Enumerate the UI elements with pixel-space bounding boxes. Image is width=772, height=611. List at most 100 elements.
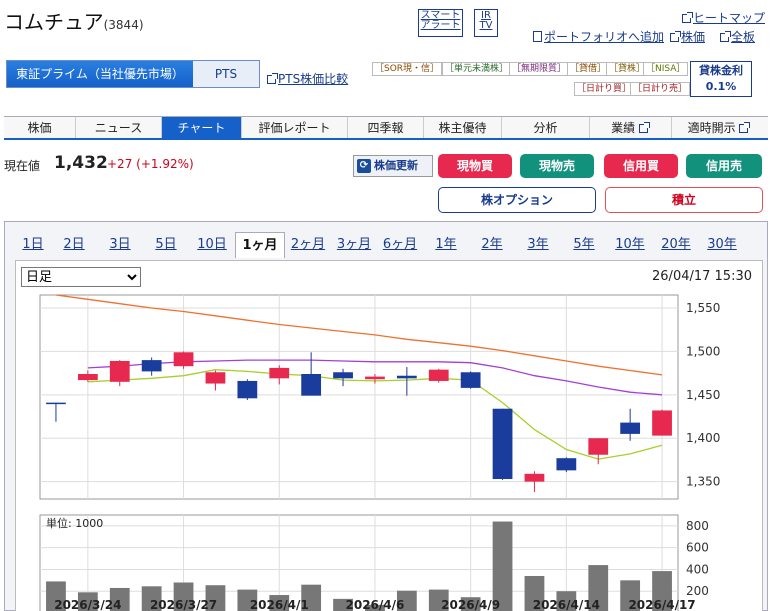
refresh-icon: ⟳ [357,159,371,173]
price-label: 現在値 [4,159,41,173]
volume-bar-7 [269,595,290,611]
tsumitate-button[interactable]: 積立 [605,187,763,213]
candle-body-16 [556,458,577,471]
sell-margin-button[interactable]: 信用売 [686,154,762,178]
zenban-link[interactable]: 全板 [720,28,755,45]
volume-bar-17 [588,565,609,611]
volume-bar-10 [365,604,385,611]
tab-bunseki[interactable]: 分析 [502,117,590,138]
volume-bar-5 [205,585,226,611]
candle-body-12 [428,369,449,381]
stock-code: (3844) [103,18,144,32]
external-window-icon [739,122,751,133]
interval-select[interactable]: 日足週足月足 [21,267,141,287]
x-tick-label-2: 2026/4/1 [250,598,309,611]
period-tab-7[interactable]: 3ヶ月 [336,237,372,252]
tab-shikiho[interactable]: 四季報 [348,117,424,138]
candle-body-19 [652,410,672,436]
chart-panel: 1日 2日 3日 5日 10日 1ヶ月 2ヶ月 3ヶ月 6ヶ月 1年 2年 3年 5年 10年 20年 30年… [4,221,768,611]
tab-gyoseki-label: 業績 [611,121,636,135]
x-tick-label-5: 2026/4/14 [533,598,600,611]
heatmap-link[interactable]: ヒートマップ [682,9,765,26]
period-tab-5[interactable]: 1ヶ月 [235,232,285,258]
smart-alert-line1: スマート [420,10,461,21]
period-tab-9[interactable]: 1年 [435,237,457,252]
external-window-icon [670,31,681,42]
smart-alert-line2: アラート [420,20,461,31]
tab-gyoseki[interactable]: 業績 [590,117,672,138]
buy-spot-button[interactable]: 現物買 [438,154,512,178]
period-tab-1[interactable]: 2日 [63,237,85,252]
price-chart: 1,350 1,400 1,450 1,500 1,550 200 400 600 800 単位:… [39,294,720,611]
period-tab-13[interactable]: 10年 [615,237,645,252]
company-name: コムチュア [4,10,104,34]
market-tab-pts[interactable]: PTS [193,61,259,87]
ir-tv-button[interactable]: IR TV [474,9,498,37]
price-plot-frame [39,294,679,500]
tag-hibakari-sell: ［日計り売］ [630,82,691,96]
period-tab-6[interactable]: 2ヶ月 [290,237,326,252]
ma-long-line [55,294,663,376]
refresh-price-button[interactable]: ⟳ 株価更新 [353,155,433,177]
period-tab-4[interactable]: 10日 [197,237,227,252]
tag-mukigen: ［無期限質］ [509,62,570,76]
external-window-icon [682,12,693,23]
market-tabs: 東証プライム（当社優先市場） PTS [6,60,260,88]
refresh-label: 株価更新 [374,159,418,172]
candle-body-9 [333,372,353,379]
ir-line2: TV [479,20,493,31]
volume-tick-label-2: 600 [686,541,709,555]
period-tab-8[interactable]: 6ヶ月 [382,237,418,252]
tab-report[interactable]: 評価レポート [242,117,348,138]
period-tab-2[interactable]: 3日 [109,237,131,252]
company-title: コムチュア(3844) [4,6,144,35]
volume-unit-label: 単位: 1000 [46,516,103,530]
volume-bar-18 [620,580,641,611]
x-tick-label-1: 2026/3/27 [150,598,217,611]
kabuka-link[interactable]: 株価 [670,28,705,45]
sell-spot-button[interactable]: 現物売 [520,154,594,178]
tag-nisa: ［NISA］ [643,62,689,76]
tab-tekiji[interactable]: 適時開示 [672,117,766,138]
tab-kabuka[interactable]: 株価 [4,117,76,138]
tab-yutai[interactable]: 株主優待 [424,117,502,138]
candle-body-4 [173,352,194,367]
lending-rate-badge[interactable]: 貸株金利 0.1% [690,61,752,97]
candle-body-10 [365,376,385,380]
tab-chart[interactable]: チャート [162,117,242,138]
smart-alert-button[interactable]: スマート アラート [418,9,463,37]
price-tick-label-2: 1,450 [686,388,720,402]
candle-body-7 [269,367,290,379]
main-nav: 株価 ニュース チャート 評価レポート 四季報 株主優待 分析 業績 適時開示 [4,116,768,140]
volume-bar-12 [428,589,449,611]
period-tab-14[interactable]: 20年 [661,237,691,252]
kabuka-link-text[interactable]: 株価 [681,30,706,44]
period-tab-12[interactable]: 5年 [573,237,595,252]
market-tab-tse[interactable]: 東証プライム（当社優先市場） [7,61,193,87]
x-tick-label-3: 2026/4/6 [346,598,405,611]
period-tabs: 1日 2日 3日 5日 10日 1ヶ月 2ヶ月 3ヶ月 6ヶ月 1年 2年 3年 5年 10年 20年 30年 [15,232,745,258]
stock-options-button[interactable]: 株オプション [438,187,596,213]
period-tab-3[interactable]: 5日 [155,237,177,252]
period-tab-15[interactable]: 30年 [707,237,737,252]
period-tab-10[interactable]: 2年 [481,237,503,252]
portfolio-link[interactable]: ポートフォリオへ追加 [533,28,664,45]
portfolio-link-text[interactable]: ポートフォリオへ追加 [544,30,665,44]
price-tick-label-1: 1,400 [686,431,720,445]
volume-bar-13 [460,597,481,611]
price-tick-label-0: 1,350 [686,475,720,489]
volume-tick-label-1: 400 [686,562,709,576]
zenban-link-text[interactable]: 全板 [731,30,756,44]
candle-body-3 [141,360,162,372]
x-tick-label-6: 2026/4/17 [628,598,695,611]
heatmap-link-text[interactable]: ヒートマップ [693,11,766,25]
period-tab-11[interactable]: 3年 [527,237,549,252]
tab-news[interactable]: ニュース [76,117,162,138]
volume-bar-16 [556,591,577,611]
pts-compare-link[interactable]: PTS株価比較 [267,70,348,87]
candle-body-8 [301,373,322,396]
buy-margin-button[interactable]: 信用買 [604,154,678,178]
price-tick-label-3: 1,500 [686,344,720,358]
pts-compare-text[interactable]: PTS株価比較 [278,72,349,86]
period-tab-0[interactable]: 1日 [22,237,44,252]
